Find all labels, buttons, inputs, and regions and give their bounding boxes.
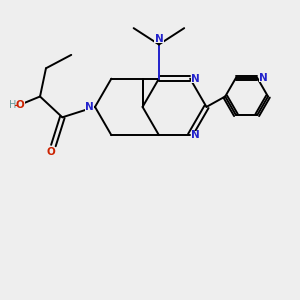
FancyBboxPatch shape xyxy=(191,131,200,140)
Text: N: N xyxy=(260,73,268,83)
FancyBboxPatch shape xyxy=(46,148,55,157)
FancyBboxPatch shape xyxy=(154,34,164,43)
FancyBboxPatch shape xyxy=(85,102,94,111)
FancyBboxPatch shape xyxy=(15,101,25,110)
Text: O: O xyxy=(46,147,55,157)
Text: N: N xyxy=(154,34,163,44)
Text: N: N xyxy=(85,102,94,112)
Text: N: N xyxy=(191,130,200,140)
FancyBboxPatch shape xyxy=(191,74,200,83)
FancyBboxPatch shape xyxy=(259,74,268,82)
Text: O: O xyxy=(16,100,25,110)
Text: N: N xyxy=(191,74,200,84)
Text: H: H xyxy=(9,100,16,110)
FancyBboxPatch shape xyxy=(8,101,17,110)
